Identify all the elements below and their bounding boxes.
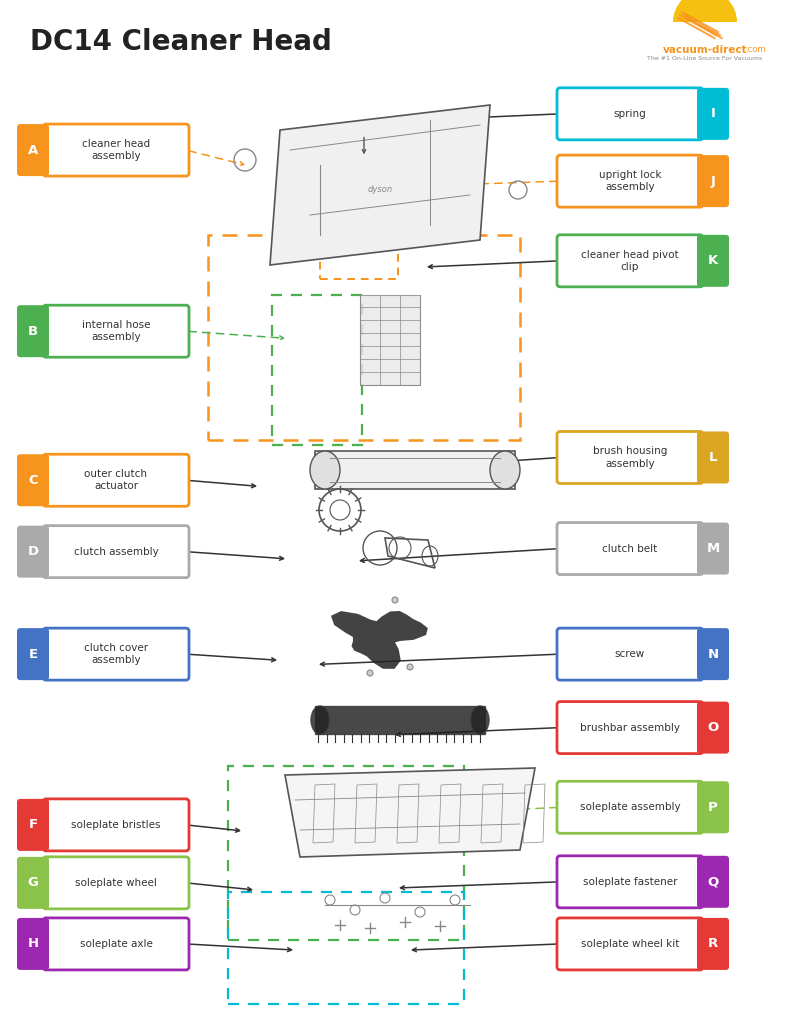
Text: soleplate fastener: soleplate fastener (582, 877, 678, 887)
Text: G: G (27, 877, 38, 889)
Text: O: O (707, 721, 718, 734)
Polygon shape (331, 611, 428, 669)
Text: The #1 On-Line Source For Vacuums: The #1 On-Line Source For Vacuums (647, 56, 762, 61)
Text: I: I (710, 108, 715, 120)
Text: spring: spring (614, 109, 646, 119)
FancyBboxPatch shape (697, 856, 729, 908)
FancyBboxPatch shape (557, 235, 703, 287)
FancyBboxPatch shape (697, 781, 729, 833)
Text: E: E (29, 648, 38, 660)
Text: soleplate axle: soleplate axle (79, 939, 153, 949)
FancyBboxPatch shape (697, 628, 729, 680)
Text: cleaner head
assembly: cleaner head assembly (82, 139, 150, 161)
Ellipse shape (490, 451, 520, 489)
FancyBboxPatch shape (557, 628, 703, 680)
Text: cleaner head pivot
clip: cleaner head pivot clip (581, 249, 679, 272)
Text: upright lock
assembly: upright lock assembly (598, 170, 662, 193)
FancyBboxPatch shape (697, 702, 729, 753)
Text: internal hose
assembly: internal hose assembly (82, 320, 150, 343)
Text: J: J (710, 175, 715, 187)
FancyBboxPatch shape (43, 305, 189, 357)
Ellipse shape (471, 706, 489, 734)
Text: brush housing
assembly: brush housing assembly (593, 446, 667, 469)
Bar (315, 451, 515, 489)
FancyBboxPatch shape (43, 918, 189, 970)
Text: R: R (708, 938, 718, 950)
FancyBboxPatch shape (697, 918, 729, 970)
FancyBboxPatch shape (557, 702, 703, 753)
Text: soleplate bristles: soleplate bristles (71, 820, 161, 830)
FancyBboxPatch shape (17, 857, 49, 909)
FancyBboxPatch shape (17, 799, 49, 851)
FancyBboxPatch shape (697, 155, 729, 207)
Bar (315, 706, 485, 734)
Text: C: C (28, 474, 38, 486)
Text: N: N (707, 648, 718, 660)
FancyBboxPatch shape (17, 918, 49, 970)
Wedge shape (673, 0, 737, 22)
Text: soleplate wheel: soleplate wheel (75, 878, 157, 888)
Bar (208, 235, 520, 440)
Text: dyson: dyson (367, 185, 393, 195)
Ellipse shape (367, 670, 373, 676)
Bar (360, 295, 420, 385)
Text: D: D (27, 545, 38, 558)
Text: A: A (28, 144, 38, 156)
Ellipse shape (407, 664, 413, 670)
Text: B: B (28, 325, 38, 337)
FancyBboxPatch shape (17, 124, 49, 176)
Bar (228, 892, 464, 1004)
FancyBboxPatch shape (17, 628, 49, 680)
FancyBboxPatch shape (17, 454, 49, 506)
FancyBboxPatch shape (43, 454, 189, 506)
FancyBboxPatch shape (43, 628, 189, 680)
FancyBboxPatch shape (697, 523, 729, 574)
Text: soleplate assembly: soleplate assembly (580, 802, 680, 812)
FancyBboxPatch shape (557, 155, 703, 207)
Text: vacuum-direct: vacuum-direct (662, 45, 747, 55)
Text: clutch assembly: clutch assembly (74, 546, 158, 557)
FancyBboxPatch shape (17, 526, 49, 578)
Text: H: H (27, 938, 38, 950)
Bar (228, 766, 464, 940)
Text: soleplate wheel kit: soleplate wheel kit (581, 939, 679, 949)
Text: .com: .com (745, 45, 766, 54)
Text: screw: screw (615, 649, 645, 659)
Ellipse shape (311, 706, 329, 734)
Text: P: P (708, 801, 718, 814)
Text: brushbar assembly: brushbar assembly (580, 722, 680, 733)
Text: M: M (706, 542, 720, 555)
Bar (272, 295, 362, 445)
Text: K: K (708, 255, 718, 267)
FancyBboxPatch shape (557, 781, 703, 833)
Text: F: F (29, 819, 38, 831)
FancyBboxPatch shape (43, 526, 189, 578)
FancyBboxPatch shape (557, 523, 703, 574)
FancyBboxPatch shape (697, 235, 729, 287)
Ellipse shape (310, 451, 340, 489)
FancyBboxPatch shape (17, 305, 49, 357)
FancyBboxPatch shape (43, 124, 189, 176)
Text: clutch cover
assembly: clutch cover assembly (84, 643, 148, 666)
Bar (320, 219, 398, 279)
FancyBboxPatch shape (557, 918, 703, 970)
FancyBboxPatch shape (557, 856, 703, 908)
FancyBboxPatch shape (43, 799, 189, 851)
Text: clutch belt: clutch belt (602, 543, 658, 554)
Ellipse shape (392, 597, 398, 603)
FancyBboxPatch shape (43, 857, 189, 909)
Text: DC14 Cleaner Head: DC14 Cleaner Head (30, 28, 332, 56)
FancyBboxPatch shape (697, 432, 729, 483)
FancyBboxPatch shape (557, 432, 703, 483)
FancyBboxPatch shape (697, 88, 729, 140)
Text: Q: Q (707, 876, 718, 888)
FancyBboxPatch shape (557, 88, 703, 140)
Text: L: L (709, 451, 718, 464)
Polygon shape (270, 105, 490, 265)
Polygon shape (285, 768, 535, 857)
Text: outer clutch
actuator: outer clutch actuator (85, 469, 147, 492)
